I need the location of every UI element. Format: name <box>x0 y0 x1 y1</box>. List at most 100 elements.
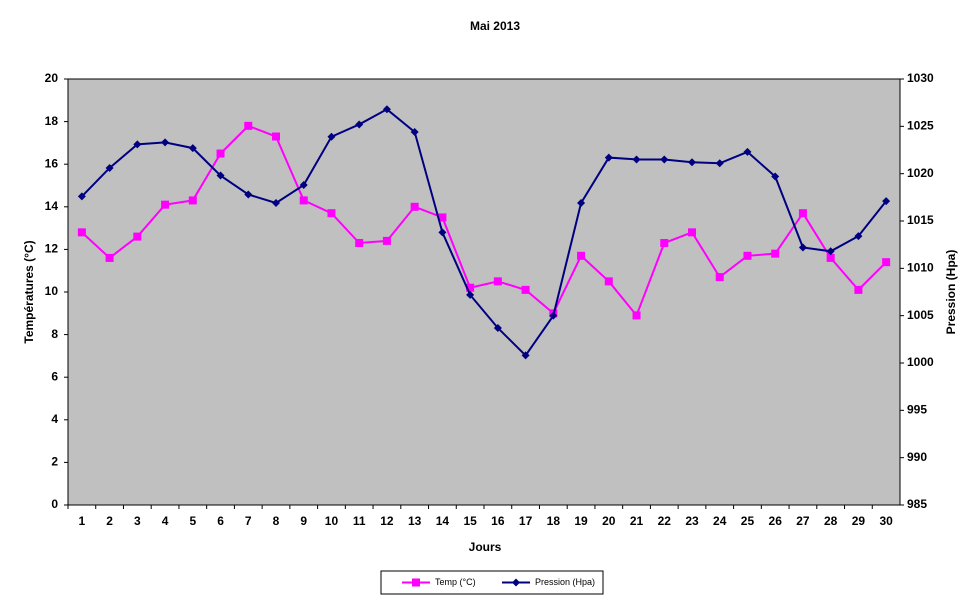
marker <box>715 273 724 282</box>
marker <box>216 171 225 180</box>
x-tick-label: 1 <box>79 514 86 528</box>
marker <box>272 199 280 208</box>
marker <box>854 232 863 241</box>
y-tick-label: 0 <box>51 497 58 511</box>
x-tick-label: 16 <box>491 514 505 528</box>
marker <box>632 155 641 164</box>
marker <box>549 311 558 320</box>
x-tick-label: 2 <box>106 514 113 528</box>
x-tick-label: 24 <box>713 514 727 528</box>
marker <box>105 253 114 262</box>
y-tick-label: 14 <box>45 199 59 213</box>
marker <box>521 285 530 294</box>
marker <box>826 253 835 262</box>
x-tick-label: 21 <box>630 514 644 528</box>
marker <box>133 140 142 149</box>
marker <box>299 181 308 190</box>
marker <box>604 277 613 286</box>
marker <box>105 163 114 172</box>
x-tick-label: 19 <box>574 514 588 528</box>
marker <box>188 144 197 153</box>
marker <box>743 251 752 260</box>
x-tick-label: 25 <box>741 514 755 528</box>
marker <box>632 311 641 320</box>
y-tick-label: 2 <box>51 455 58 469</box>
y-axis-label: Températures (°C) <box>22 240 36 343</box>
x-tick-label: 23 <box>685 514 699 528</box>
x-tick-label: 15 <box>463 514 477 528</box>
x-tick-label: 10 <box>325 514 339 528</box>
x-tick-label: 3 <box>134 514 141 528</box>
marker <box>771 172 780 181</box>
y2-tick-label: 995 <box>907 403 927 417</box>
marker <box>466 290 475 299</box>
marker <box>272 132 280 141</box>
marker <box>512 578 520 587</box>
x-tick-label: 29 <box>852 514 866 528</box>
marker <box>688 228 696 237</box>
x-tick-label: 26 <box>769 514 783 528</box>
marker <box>161 200 170 209</box>
x-tick-label: 4 <box>162 514 169 528</box>
plot-area <box>67 78 901 506</box>
marker <box>493 277 502 286</box>
x-tick-label: 22 <box>658 514 672 528</box>
marker <box>882 258 891 267</box>
marker <box>77 228 86 237</box>
marker <box>826 247 835 256</box>
y-tick-label: 16 <box>45 156 59 170</box>
y-tick-label: 18 <box>45 114 59 128</box>
y-tick-label: 4 <box>51 412 58 426</box>
marker <box>355 120 364 129</box>
marker <box>77 192 86 201</box>
legend-label: Temp (°C) <box>435 577 476 587</box>
y2-tick-label: 1000 <box>907 355 934 369</box>
x-tick-label: 17 <box>519 514 533 528</box>
legend-box <box>380 570 604 595</box>
y2-tick-label: 1005 <box>907 308 934 322</box>
marker <box>410 202 419 211</box>
marker <box>771 249 780 258</box>
y2-tick-label: 1020 <box>907 166 934 180</box>
marker <box>688 158 696 167</box>
marker <box>244 190 253 199</box>
y2-tick-label: 985 <box>907 497 927 511</box>
series-line <box>81 108 887 357</box>
marker <box>133 232 142 241</box>
marker <box>715 159 724 168</box>
marker <box>355 239 364 248</box>
x-tick-label: 30 <box>879 514 893 528</box>
x-tick-label: 14 <box>436 514 450 528</box>
y2-tick-label: 1030 <box>907 71 934 85</box>
marker <box>438 228 447 237</box>
marker <box>798 243 807 252</box>
marker <box>521 351 530 360</box>
marker <box>216 149 225 158</box>
series-line <box>81 124 887 318</box>
marker <box>382 105 391 114</box>
marker <box>410 128 419 137</box>
marker <box>466 283 475 292</box>
legend-label: Pression (Hpa) <box>535 577 595 587</box>
chart-title: Mai 2013 <box>470 19 520 33</box>
x-tick-label: 20 <box>602 514 616 528</box>
y2-tick-label: 1015 <box>907 213 934 227</box>
y-tick-label: 8 <box>51 327 58 341</box>
x-tick-label: 9 <box>300 514 307 528</box>
marker <box>577 199 586 208</box>
y2-tick-label: 1010 <box>907 261 934 275</box>
y2-tick-label: 1025 <box>907 119 934 133</box>
y-tick-label: 6 <box>51 369 58 383</box>
marker <box>660 239 669 248</box>
marker <box>493 323 502 332</box>
x-tick-label: 18 <box>547 514 561 528</box>
x-tick-label: 13 <box>408 514 422 528</box>
marker <box>438 213 447 222</box>
y-tick-label: 12 <box>45 242 59 256</box>
x-tick-label: 11 <box>353 514 366 528</box>
y-tick-label: 10 <box>45 284 59 298</box>
x-tick-label: 27 <box>796 514 810 528</box>
x-tick-label: 6 <box>217 514 224 528</box>
marker <box>577 251 586 260</box>
